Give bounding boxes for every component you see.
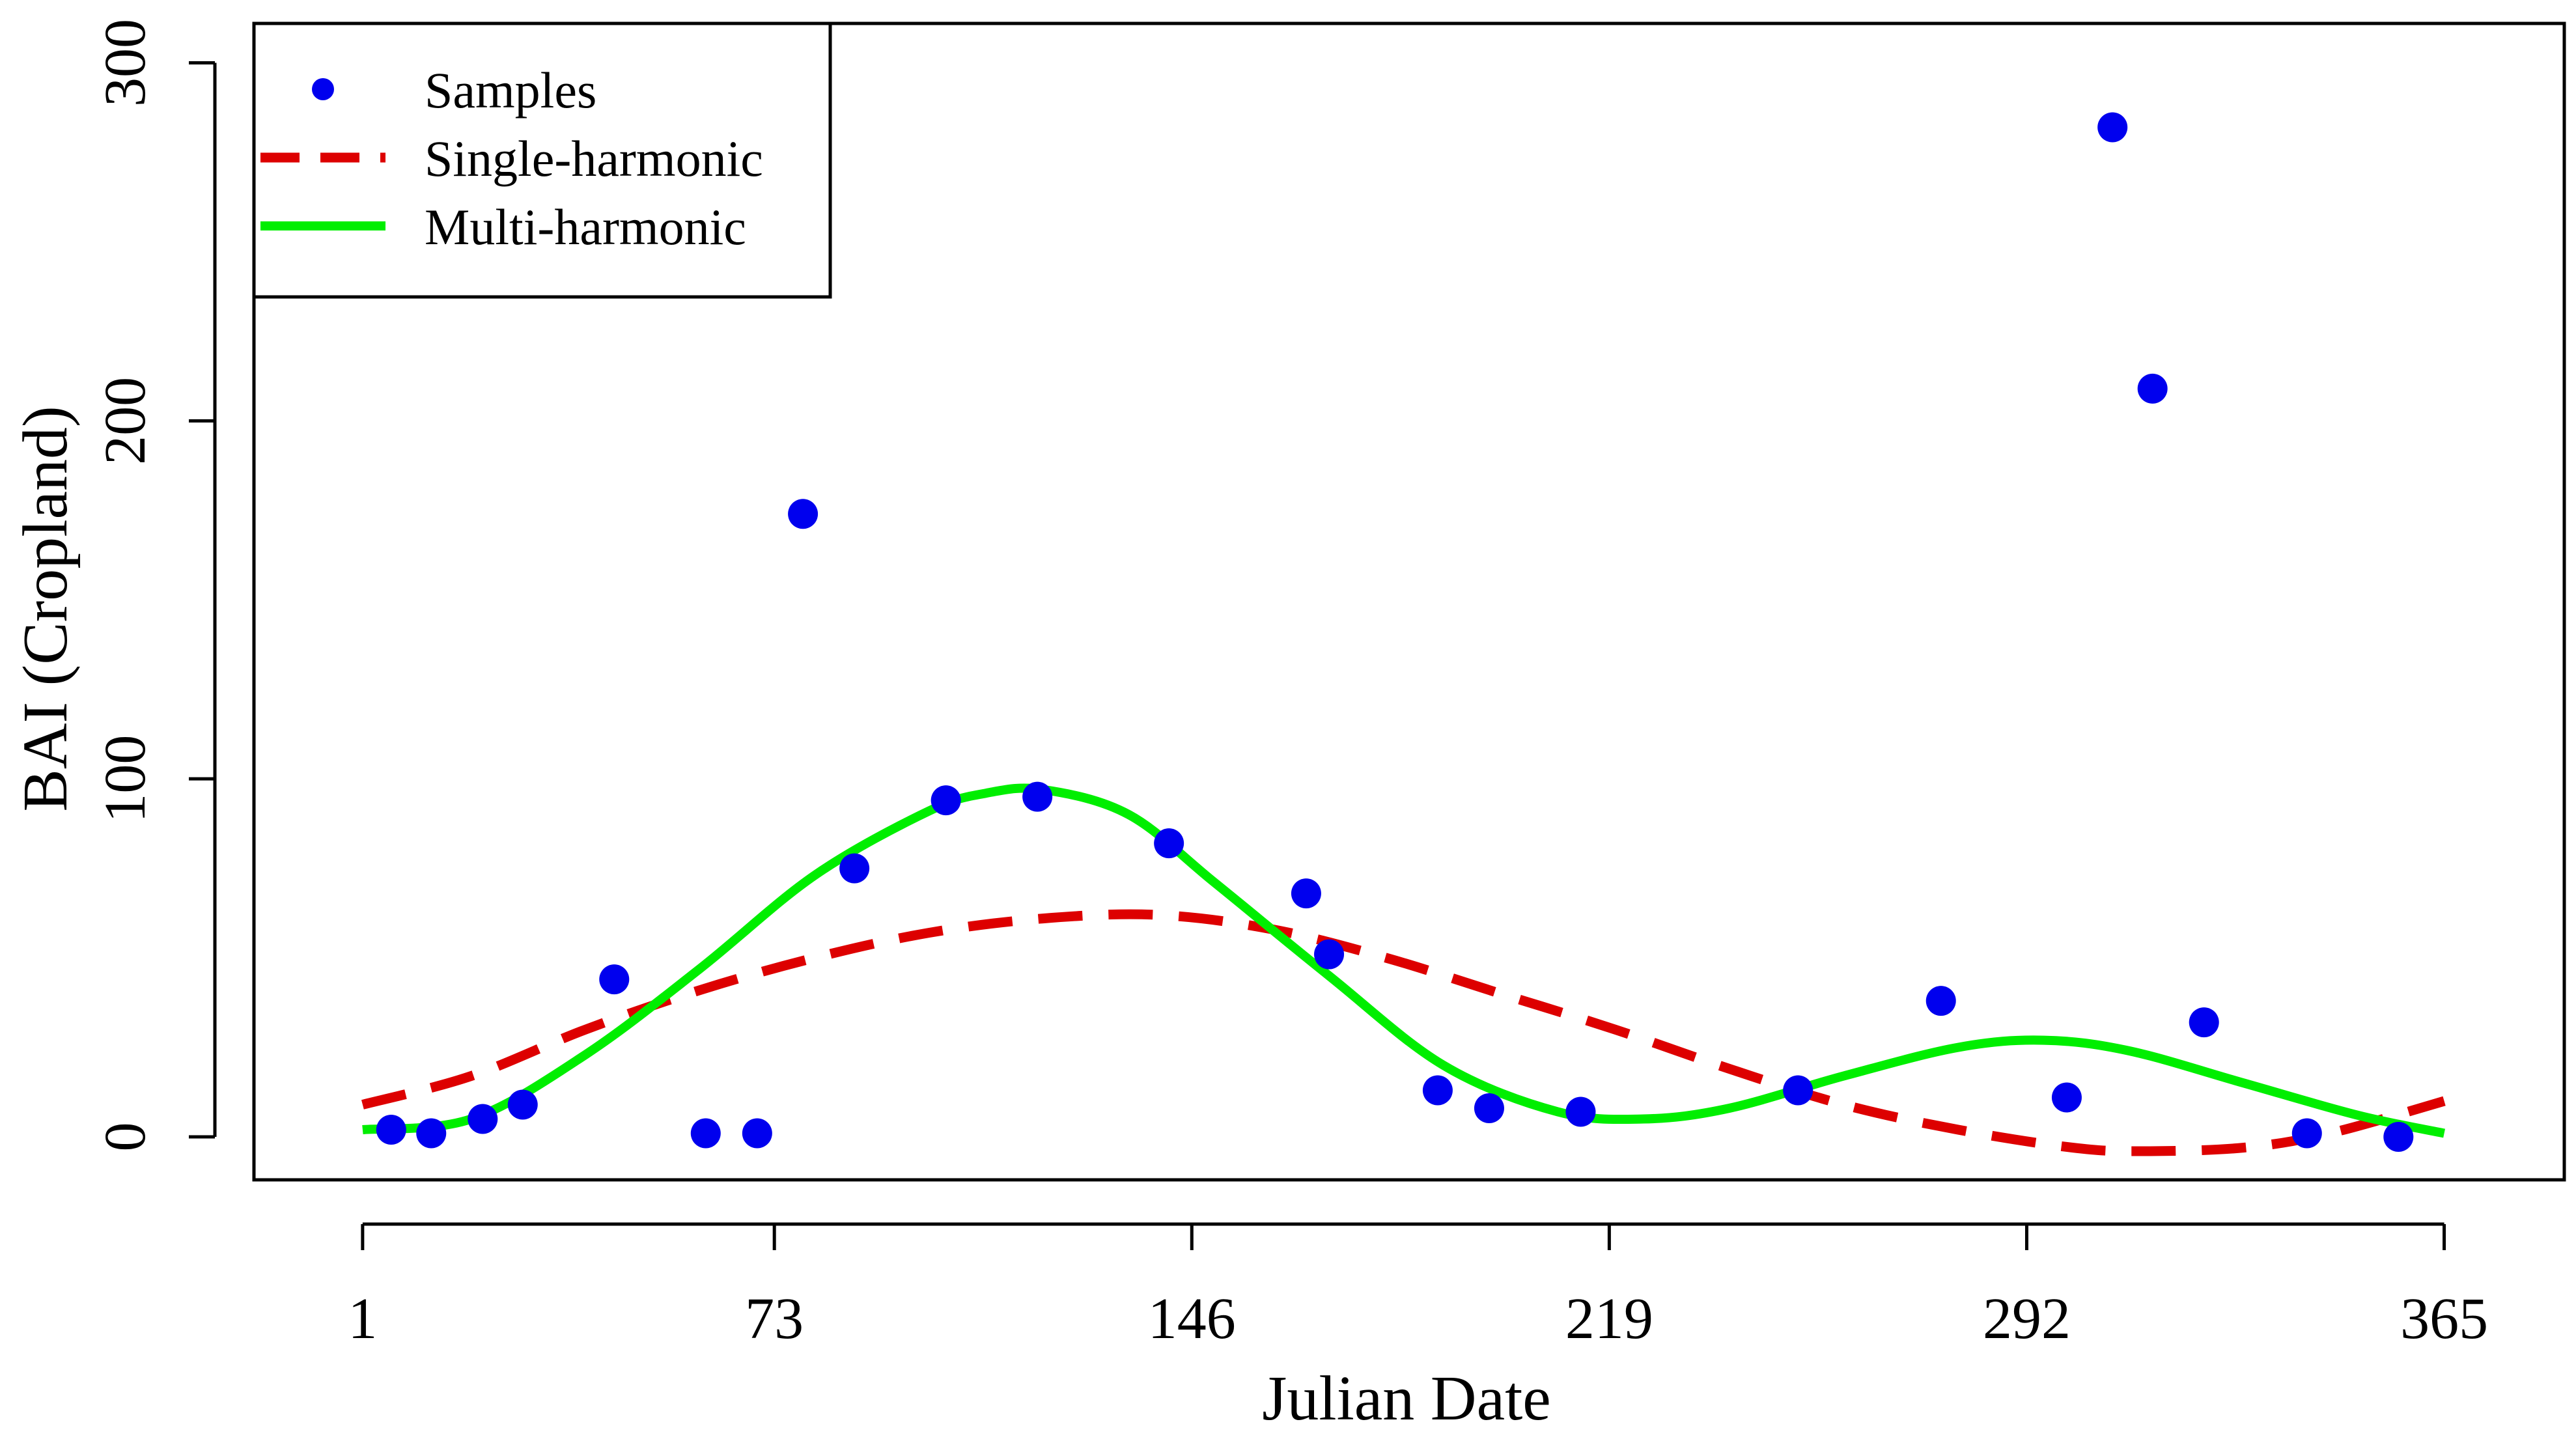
sample-point [1314,939,1345,970]
legend-label: Samples [425,62,596,119]
plot-border [252,21,2566,1182]
x-tick-label: 219 [1565,1287,1653,1351]
sample-point [1422,1075,1453,1106]
x-tick-label: 73 [745,1287,804,1351]
legend-samples-marker [312,78,334,100]
plot-frame [252,21,2566,1182]
y-axis: 0 100 200 300 [93,19,217,1152]
y-axis-title: BAI (Cropland) [10,406,81,811]
sample-point [1783,1075,1813,1106]
sample-point [599,964,630,995]
sample-point [1474,1093,1504,1124]
legend: Samples Single-harmonic Multi-harmonic [252,21,832,299]
x-tick-label: 1 [348,1287,377,1351]
sample-point [1022,781,1053,812]
sample-point [742,1118,772,1149]
x-tick-label: 365 [2400,1287,2488,1351]
sample-point [1154,828,1184,859]
sample-point [931,785,961,816]
sample-point [1565,1096,1596,1127]
legend-label: Single-harmonic [425,130,763,187]
y-tick-label: 100 [93,735,158,823]
y-tick-label: 200 [93,377,158,465]
x-axis: 1 73 146 219 292 365 [348,1222,2488,1351]
single-harmonic-line [361,909,2446,1156]
sample-point [690,1118,721,1149]
y-tick-label: 300 [93,19,158,107]
sample-point [1291,878,1321,909]
sample-point [468,1104,498,1134]
y-tick-label: 0 [93,1123,158,1152]
sample-point [2291,1118,2322,1149]
x-axis-title: Julian Date [1262,1363,1551,1434]
sample-point [2189,1007,2219,1038]
sample-point [2051,1082,2082,1113]
sample-point [788,499,819,529]
sample-point [2383,1122,2414,1152]
sample-point [1925,986,1956,1016]
sample-point [2097,112,2128,143]
sample-point [507,1089,538,1120]
sample-point [376,1115,406,1145]
legend-label: Multi-harmonic [425,199,746,255]
sample-point [416,1118,447,1149]
x-tick-label: 292 [1983,1287,2071,1351]
sample-point [2137,373,2168,404]
sample-point [839,853,870,884]
multi-harmonic-line [362,783,2446,1138]
series-layer [361,112,2446,1156]
x-tick-label: 146 [1148,1287,1236,1351]
